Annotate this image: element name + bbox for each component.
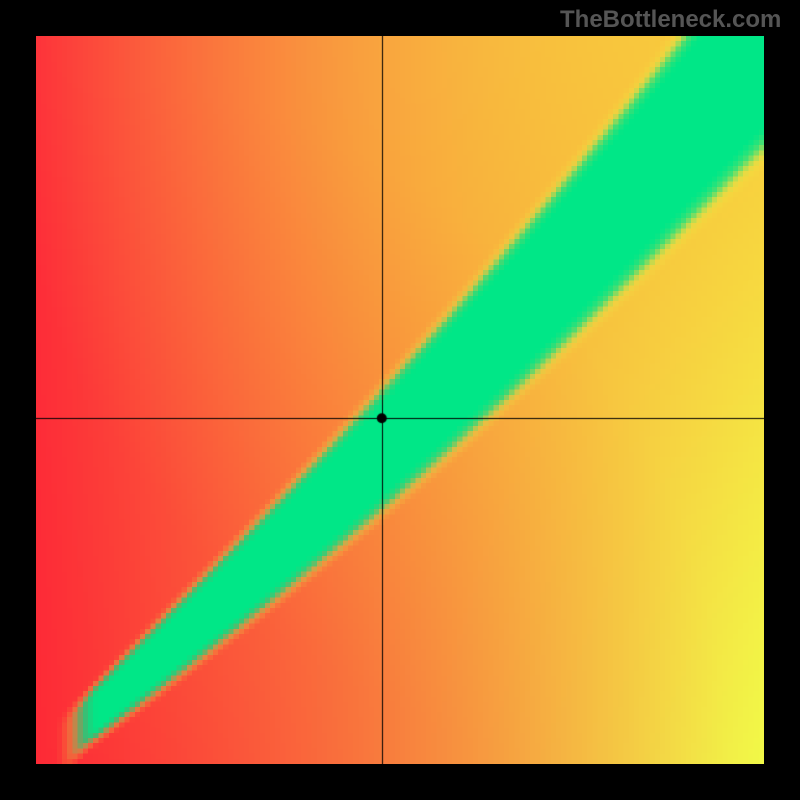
- watermark-text: TheBottleneck.com: [560, 6, 781, 34]
- chart-container: TheBottleneck.com: [0, 0, 800, 800]
- overlay-canvas: [36, 36, 764, 764]
- plot-area: [36, 36, 764, 764]
